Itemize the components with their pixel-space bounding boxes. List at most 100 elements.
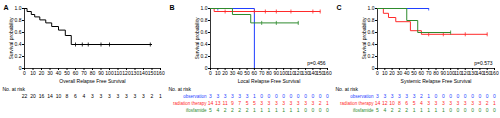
svg-text:1.0: 1.0 bbox=[201, 5, 208, 11]
svg-text:Local Relapse Free Survival: Local Relapse Free Survival bbox=[238, 78, 301, 84]
svg-text:Survival probability: Survival probability bbox=[194, 17, 200, 59]
svg-text:0: 0 bbox=[311, 93, 314, 99]
svg-text:10: 10 bbox=[382, 70, 388, 76]
svg-text:1: 1 bbox=[442, 107, 445, 113]
svg-text:p=0.573: p=0.573 bbox=[474, 60, 492, 66]
svg-text:70: 70 bbox=[426, 70, 432, 76]
svg-text:0: 0 bbox=[478, 107, 481, 113]
svg-text:observation: observation bbox=[183, 94, 207, 99]
svg-text:0.4: 0.4 bbox=[368, 41, 375, 47]
svg-text:1.0: 1.0 bbox=[368, 5, 375, 11]
svg-text:60: 60 bbox=[73, 70, 79, 76]
svg-text:30: 30 bbox=[230, 70, 236, 76]
svg-text:Survival probability: Survival probability bbox=[361, 17, 367, 59]
svg-text:1: 1 bbox=[413, 107, 416, 113]
svg-text:0.8: 0.8 bbox=[368, 17, 375, 23]
svg-text:80: 80 bbox=[90, 70, 96, 76]
svg-text:3: 3 bbox=[231, 93, 234, 99]
svg-text:0.4: 0.4 bbox=[201, 41, 208, 47]
svg-text:4: 4 bbox=[420, 100, 423, 106]
svg-text:160: 160 bbox=[490, 70, 499, 76]
svg-text:16: 16 bbox=[39, 93, 45, 99]
svg-text:1: 1 bbox=[427, 107, 430, 113]
svg-text:3: 3 bbox=[304, 100, 307, 106]
svg-text:2: 2 bbox=[151, 93, 154, 99]
svg-text:13: 13 bbox=[215, 100, 221, 106]
svg-text:3: 3 bbox=[311, 100, 314, 106]
svg-text:7: 7 bbox=[238, 100, 241, 106]
svg-text:9: 9 bbox=[231, 100, 234, 106]
svg-text:14: 14 bbox=[208, 100, 214, 106]
svg-text:3: 3 bbox=[413, 93, 416, 99]
svg-text:3: 3 bbox=[125, 93, 128, 99]
svg-text:110: 110 bbox=[114, 70, 122, 76]
svg-text:5: 5 bbox=[413, 100, 416, 106]
svg-text:0: 0 bbox=[290, 93, 293, 99]
svg-text:B: B bbox=[170, 4, 175, 11]
svg-text:3: 3 bbox=[209, 93, 212, 99]
svg-text:No. at risk: No. at risk bbox=[169, 86, 192, 92]
svg-text:0: 0 bbox=[304, 93, 307, 99]
svg-text:10: 10 bbox=[215, 70, 221, 76]
svg-text:0.6: 0.6 bbox=[368, 29, 375, 35]
svg-text:1: 1 bbox=[493, 100, 496, 106]
svg-text:150: 150 bbox=[148, 70, 157, 76]
svg-text:No. at risk: No. at risk bbox=[3, 86, 26, 92]
svg-text:3: 3 bbox=[471, 100, 474, 106]
svg-text:0: 0 bbox=[376, 70, 379, 76]
svg-text:0.2: 0.2 bbox=[15, 53, 22, 59]
svg-text:3: 3 bbox=[464, 100, 467, 106]
svg-text:1: 1 bbox=[435, 107, 438, 113]
svg-text:0: 0 bbox=[457, 107, 460, 113]
svg-text:2: 2 bbox=[391, 107, 394, 113]
svg-text:radiation therapy: radiation therapy bbox=[340, 101, 374, 106]
svg-text:3: 3 bbox=[435, 100, 438, 106]
svg-text:3: 3 bbox=[391, 93, 394, 99]
svg-text:Survival probability: Survival probability bbox=[8, 17, 14, 59]
svg-text:0: 0 bbox=[372, 65, 375, 71]
svg-text:4: 4 bbox=[216, 107, 219, 113]
svg-text:70: 70 bbox=[259, 70, 265, 76]
svg-text:observation: observation bbox=[350, 94, 374, 99]
svg-text:3: 3 bbox=[398, 93, 401, 99]
svg-text:30: 30 bbox=[397, 70, 403, 76]
svg-text:2: 2 bbox=[398, 107, 401, 113]
svg-text:10: 10 bbox=[56, 93, 62, 99]
svg-text:0: 0 bbox=[457, 93, 460, 99]
svg-text:0.6: 0.6 bbox=[15, 29, 22, 35]
svg-text:0: 0 bbox=[471, 107, 474, 113]
svg-text:3: 3 bbox=[282, 100, 285, 106]
svg-text:5: 5 bbox=[253, 100, 256, 106]
svg-text:140: 140 bbox=[139, 70, 148, 76]
svg-text:160: 160 bbox=[156, 70, 165, 76]
svg-text:3: 3 bbox=[246, 93, 249, 99]
svg-text:3: 3 bbox=[134, 93, 137, 99]
svg-text:160: 160 bbox=[323, 70, 332, 76]
svg-text:90: 90 bbox=[98, 70, 104, 76]
svg-text:130: 130 bbox=[131, 70, 140, 76]
svg-text:1: 1 bbox=[268, 107, 271, 113]
svg-text:1: 1 bbox=[253, 107, 256, 113]
svg-text:8: 8 bbox=[66, 93, 69, 99]
svg-text:3: 3 bbox=[457, 100, 460, 106]
svg-text:0: 0 bbox=[471, 93, 474, 99]
svg-text:No. at risk: No. at risk bbox=[336, 86, 359, 92]
svg-text:3: 3 bbox=[91, 93, 94, 99]
svg-text:1.0: 1.0 bbox=[15, 5, 22, 11]
svg-text:Systemic Relapse Free Survival: Systemic Relapse Free Survival bbox=[401, 78, 472, 84]
svg-text:0: 0 bbox=[275, 93, 278, 99]
svg-text:0: 0 bbox=[268, 93, 271, 99]
svg-text:0.8: 0.8 bbox=[201, 17, 208, 23]
svg-text:4: 4 bbox=[83, 93, 86, 99]
svg-text:0.2: 0.2 bbox=[368, 53, 375, 59]
svg-text:A: A bbox=[4, 4, 9, 11]
svg-text:2: 2 bbox=[238, 107, 241, 113]
svg-text:20: 20 bbox=[222, 70, 228, 76]
svg-text:20: 20 bbox=[39, 70, 45, 76]
svg-text:3: 3 bbox=[427, 100, 430, 106]
svg-text:1: 1 bbox=[420, 107, 423, 113]
svg-text:0: 0 bbox=[326, 107, 329, 113]
svg-text:3: 3 bbox=[290, 100, 293, 106]
svg-text:0: 0 bbox=[23, 70, 26, 76]
svg-text:1: 1 bbox=[290, 107, 293, 113]
